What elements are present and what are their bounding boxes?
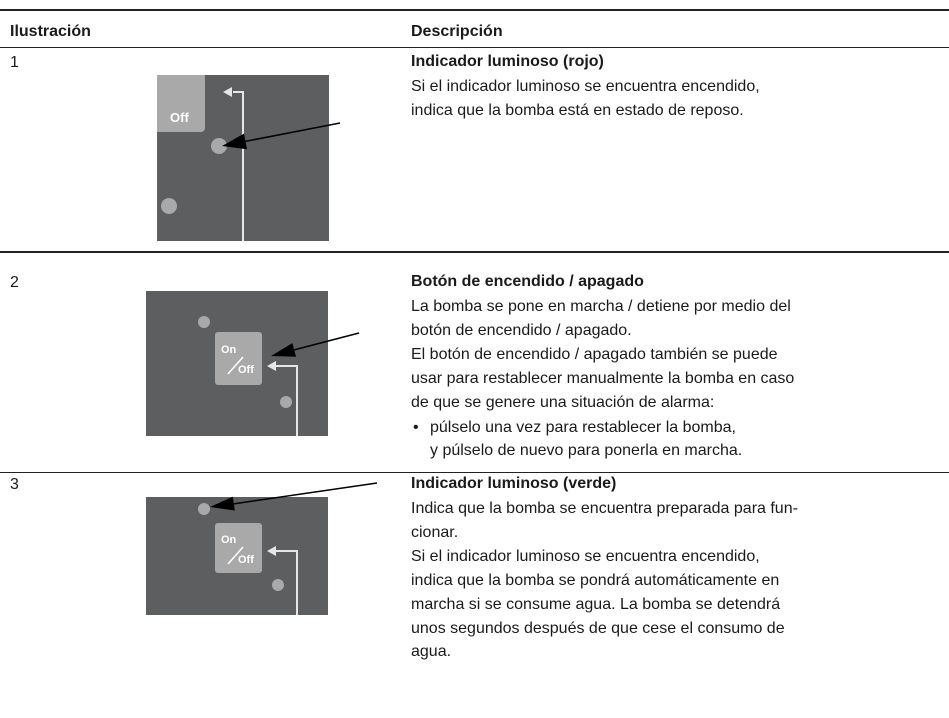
button-label: On (221, 534, 237, 546)
row-number: 1 (10, 54, 19, 71)
row-number: 3 (10, 476, 19, 493)
row-rule (0, 251, 949, 253)
description: Indicador luminoso (rojo) Si el indicador… (411, 50, 947, 123)
text-line: agua. (411, 643, 452, 661)
description: Indicador luminoso (verde) Indica que la … (411, 472, 947, 665)
illustration: On Off (146, 482, 378, 615)
text-line: marcha si se consume agua. La bomba se d… (411, 595, 781, 613)
row-title: Indicador luminoso (rojo) (411, 53, 604, 70)
text-line: Indica que la bomba se encuentra prepara… (411, 500, 798, 517)
text-line: indica que la bomba se pondrá automática… (411, 572, 780, 590)
row-number: 2 (10, 274, 19, 291)
text-line: y púlselo de nuevo para ponerla en march… (430, 442, 743, 460)
text-line: de que se genere una situación de alarma… (411, 393, 715, 411)
paragraph: Si el indicador luminoso se encuentra en… (411, 75, 947, 122)
top-rule (0, 9, 949, 11)
text-line: unos segundos después de que cese el con… (411, 619, 785, 637)
button-label: Off (238, 554, 254, 566)
paragraph: Indica que la bomba se encuentra prepara… (411, 497, 947, 544)
row-title: Indicador luminoso (verde) (411, 475, 617, 492)
button-label: Off (238, 364, 254, 376)
text-line: púlselo una vez para restablecer la bomb… (430, 418, 736, 436)
illustration: On Off (146, 291, 360, 436)
text-line: usar para restablecer manualmente la bom… (411, 370, 795, 388)
text-line: El botón de encendido / apagado también … (411, 346, 778, 364)
text-line: botón de encendido / apagado. (411, 321, 632, 339)
header-illustration: Ilustración (10, 23, 91, 40)
text-line: La bomba se pone en marcha / detiene por… (411, 298, 791, 315)
paragraph: La bomba se pone en marcha / detiene por… (411, 295, 947, 342)
text-line: Si el indicador luminoso se encuentra en… (411, 548, 760, 566)
button-label: On (221, 344, 237, 356)
text-line: indica que la bomba está en estado de re… (411, 101, 744, 119)
header-rule (0, 47, 949, 48)
paragraph: El botón de encendido / apagado también … (411, 343, 947, 414)
description: Botón de encendido / apagado La bomba se … (411, 270, 947, 464)
text-line: Si el indicador luminoso se encuentra en… (411, 78, 760, 95)
bullet-item: púlselo una vez para restablecer la bomb… (411, 416, 947, 463)
row-rule (0, 472, 949, 473)
header-description: Descripción (411, 23, 503, 40)
button-label: Off (170, 110, 189, 125)
paragraph: Si el indicador luminoso se encuentra en… (411, 545, 947, 664)
illustration: Off (157, 75, 341, 241)
row-title: Botón de encendido / apagado (411, 273, 644, 290)
text-line: cionar. (411, 523, 459, 541)
